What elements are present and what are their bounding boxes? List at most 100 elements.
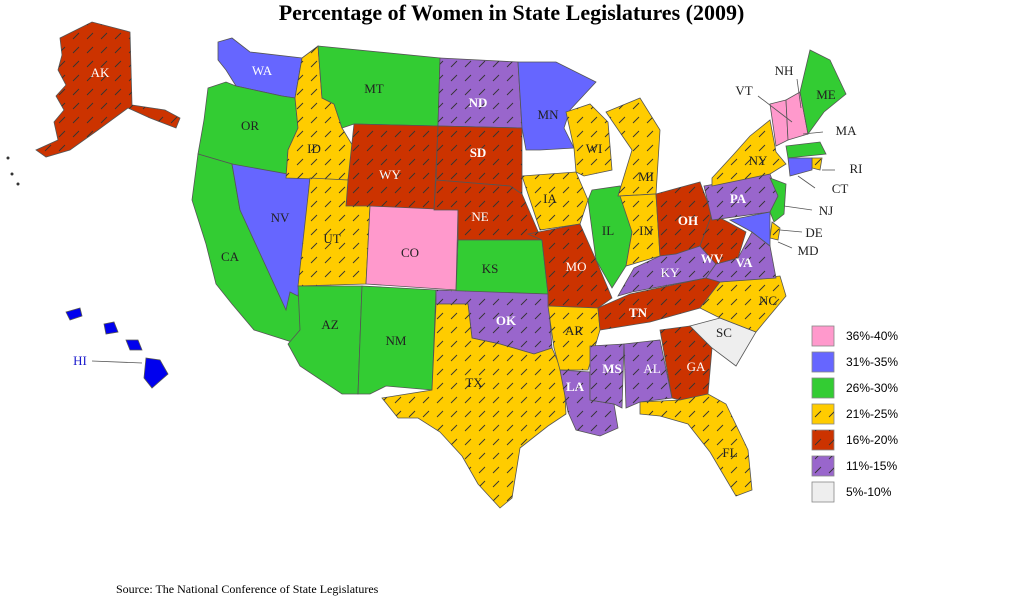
state-mo-hatch xyxy=(528,224,612,308)
source-note: Source: The National Conference of State… xyxy=(116,582,379,596)
state-label-nv: NV xyxy=(271,210,290,225)
state-tx-hatch xyxy=(382,304,566,508)
state-ma xyxy=(785,141,827,159)
state-ri-hatch xyxy=(812,158,822,170)
state-ok-hatch xyxy=(436,290,552,354)
state-mi-hatch xyxy=(606,98,660,196)
state-label-fl: FL xyxy=(722,445,737,460)
legend-swatch-hatch xyxy=(812,430,834,450)
state-label-ar: AR xyxy=(565,323,583,338)
state-label-ms: MS xyxy=(602,361,622,376)
state-wi-hatch xyxy=(566,104,612,176)
state-az xyxy=(287,285,363,395)
legend-label: 21%-25% xyxy=(846,407,898,421)
aleutian-island-0 xyxy=(6,156,10,160)
state-label-nc: NC xyxy=(759,293,777,308)
state-nj xyxy=(769,177,787,223)
state-ak-hatch xyxy=(36,22,180,157)
state-label-pa: PA xyxy=(730,191,747,206)
state-label-mn: MN xyxy=(538,107,560,122)
state-oh-hatch xyxy=(656,182,712,256)
state-label-ia: IA xyxy=(543,191,557,206)
state-label-al: AL xyxy=(643,361,660,376)
state-label-wv: WV xyxy=(701,251,724,266)
state-label-az: AZ xyxy=(321,317,338,332)
state-nc-hatch xyxy=(700,276,786,332)
state-ga-hatch xyxy=(660,326,712,400)
state-label-sc: SC xyxy=(716,325,732,340)
state-label-md: MD xyxy=(798,243,819,258)
legend-label: 16%-20% xyxy=(846,433,898,447)
state-ut-hatch xyxy=(298,178,370,286)
state-label-ri: RI xyxy=(850,161,863,176)
state-ms-hatch xyxy=(590,344,624,408)
state-label-ma: MA xyxy=(836,123,858,138)
state-de-hatch xyxy=(770,222,780,240)
state-fl-hatch xyxy=(640,394,752,496)
state-wy-hatch xyxy=(346,124,438,210)
legend-label: 31%-35% xyxy=(846,355,898,369)
state-label-ut: UT xyxy=(323,231,340,246)
state-label-tn: TN xyxy=(629,305,648,320)
state-hi xyxy=(65,307,169,389)
state-label-or: OR xyxy=(241,118,259,133)
state-label-nj: NJ xyxy=(819,203,833,218)
state-mn xyxy=(517,61,597,151)
state-label-oh: OH xyxy=(678,213,698,228)
state-label-sd: SD xyxy=(470,145,487,160)
state-id-hatch xyxy=(286,46,354,180)
state-wv-hatch xyxy=(700,214,746,264)
state-label-ca: CA xyxy=(221,249,240,264)
state-label-me: ME xyxy=(816,87,836,102)
state-label-ne: NE xyxy=(471,209,488,224)
legend-label: 26%-30% xyxy=(846,381,898,395)
state-label-vt: VT xyxy=(735,83,752,98)
state-ny-hatch xyxy=(712,120,786,186)
legend-swatch xyxy=(811,351,835,373)
state-al-hatch xyxy=(624,340,672,408)
state-label-ak: AK xyxy=(91,65,110,80)
state-label-ok: OK xyxy=(496,313,517,328)
state-label-id: ID xyxy=(307,141,321,156)
state-ks xyxy=(455,239,549,295)
state-sd-hatch xyxy=(436,126,522,194)
state-pa-hatch xyxy=(704,174,778,220)
state-in-hatch xyxy=(620,194,660,266)
legend-swatch-hatch xyxy=(812,456,834,476)
state-label-nh: NH xyxy=(775,63,794,78)
state-sc xyxy=(689,317,757,367)
state-la-hatch xyxy=(560,370,618,436)
state-ia-hatch xyxy=(522,172,588,230)
state-label-ga: GA xyxy=(687,359,706,374)
aleutian-island-2 xyxy=(16,182,20,186)
state-label-mt: MT xyxy=(364,81,384,96)
legend-label: 5%-10% xyxy=(846,485,892,499)
state-label-in: IN xyxy=(639,223,653,238)
state-label-mi: MI xyxy=(638,169,654,184)
state-label-co: CO xyxy=(401,245,419,260)
state-label-ny: NY xyxy=(749,153,768,168)
state-label-tx: TX xyxy=(465,375,483,390)
state-label-ks: KS xyxy=(482,261,499,276)
state-label-hi: HI xyxy=(73,353,87,368)
state-label-ky: KY xyxy=(661,265,680,280)
state-tn-hatch xyxy=(598,278,720,330)
state-label-de: DE xyxy=(805,225,822,240)
state-nd-hatch xyxy=(438,58,522,128)
legend-swatch xyxy=(811,481,835,503)
state-ct xyxy=(787,157,813,177)
state-va-hatch xyxy=(706,232,776,282)
state-label-wi: WI xyxy=(586,141,603,156)
state-label-nd: ND xyxy=(469,95,488,110)
aleutian-island-1 xyxy=(10,172,14,176)
state-label-la: LA xyxy=(566,379,585,394)
map-title: Percentage of Women in State Legislature… xyxy=(278,0,745,25)
state-ky-hatch xyxy=(618,246,716,296)
state-label-wy: WY xyxy=(379,167,401,182)
state-me xyxy=(799,49,847,135)
state-label-nm: NM xyxy=(386,333,407,348)
state-label-mo: MO xyxy=(566,259,587,274)
legend-swatch xyxy=(811,377,835,399)
legend-label: 11%-15% xyxy=(846,459,897,473)
